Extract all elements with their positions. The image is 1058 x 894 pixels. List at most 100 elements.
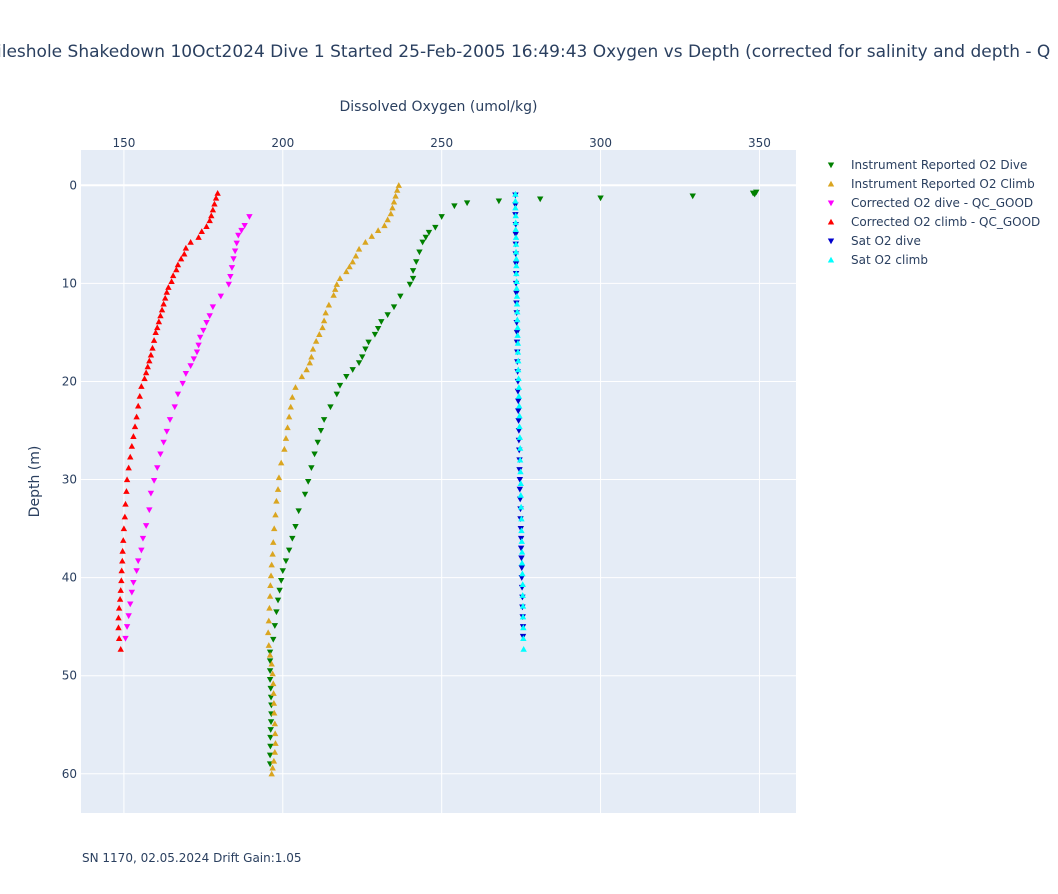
data-point: [266, 668, 274, 674]
data-point: [518, 538, 525, 544]
data-point: [515, 357, 522, 364]
data-point: [378, 319, 385, 325]
data-point: [298, 373, 306, 380]
data-point: [406, 281, 414, 288]
data-point: [384, 216, 391, 223]
data-point: [266, 677, 274, 683]
legend-item[interactable]: Instrument Reported O2 Climb: [827, 177, 1035, 191]
data-point: [206, 313, 213, 319]
data-point: [150, 477, 158, 484]
data-point: [517, 492, 525, 498]
data-point: [515, 392, 523, 399]
legend-item[interactable]: Corrected O2 climb - QC_GOOD: [827, 215, 1040, 229]
legend-label: Sat O2 dive: [851, 234, 921, 248]
data-point: [230, 256, 237, 263]
data-point: [416, 249, 423, 256]
data-point: [157, 312, 164, 319]
data-point: [272, 511, 279, 518]
legend-item[interactable]: Sat O2 dive: [827, 234, 921, 248]
data-point: [516, 476, 524, 483]
data-point: [516, 423, 523, 430]
data-point: [515, 384, 523, 390]
grid-lines: [81, 150, 796, 813]
data-point: [196, 334, 204, 341]
data-point: [516, 467, 523, 473]
data-point: [536, 196, 544, 203]
data-point: [419, 239, 426, 246]
data-point: [169, 272, 177, 279]
data-point: [749, 190, 757, 197]
legend-item[interactable]: Sat O2 climb: [827, 253, 928, 267]
data-point: [147, 351, 155, 358]
data-point: [513, 329, 521, 336]
data-point: [128, 442, 136, 449]
data-point: [295, 508, 302, 515]
data-point: [520, 624, 527, 631]
data-point: [279, 568, 286, 574]
data-point: [198, 228, 205, 234]
data-point: [371, 331, 379, 338]
data-point: [352, 252, 360, 259]
y-tick-label: 60: [62, 767, 77, 781]
data-point: [512, 212, 519, 219]
data-point: [273, 609, 280, 616]
data-point: [517, 468, 524, 475]
plot-area: [81, 150, 796, 813]
data-point: [133, 568, 140, 574]
data-point: [154, 465, 161, 471]
data-point: [139, 535, 147, 542]
data-point: [171, 404, 178, 411]
data-point: [520, 646, 527, 652]
data-point: [276, 587, 283, 594]
data-point: [515, 408, 522, 415]
data-point: [181, 250, 188, 257]
data-point: [241, 222, 248, 229]
y-tick-label: 40: [62, 571, 77, 585]
data-point: [123, 624, 131, 630]
data-point: [267, 734, 274, 741]
legend-item[interactable]: Corrected O2 dive - QC_GOOD: [827, 196, 1033, 210]
data-point: [515, 398, 522, 405]
data-point: [268, 561, 275, 568]
data-point: [517, 535, 525, 542]
data-point: [514, 324, 521, 331]
data-point: [157, 451, 164, 458]
data-point: [320, 417, 328, 423]
data-point: [125, 464, 132, 471]
data-point: [267, 685, 274, 692]
data-point: [116, 595, 124, 602]
data-point: [271, 720, 279, 727]
data-point: [269, 764, 276, 771]
data-point: [267, 719, 275, 725]
data-point: [270, 539, 277, 545]
data-point: [514, 332, 521, 338]
data-point: [117, 587, 124, 593]
data-point: [265, 642, 273, 648]
data-point: [179, 380, 186, 387]
data-point: [138, 383, 145, 389]
x-tick-label: 200: [271, 136, 294, 150]
data-point: [319, 324, 326, 331]
data-point: [168, 278, 175, 284]
data-point: [513, 278, 520, 284]
data-point: [374, 227, 382, 233]
data-point: [289, 393, 296, 400]
legend-marker-icon: [827, 180, 835, 187]
legend-item[interactable]: Instrument Reported O2 Dive: [827, 158, 1028, 172]
data-point: [231, 248, 239, 255]
legend[interactable]: Instrument Reported O2 Dive Instrument Re…: [827, 158, 1040, 267]
data-point: [274, 597, 282, 604]
data-point: [273, 497, 280, 504]
data-point: [228, 265, 236, 271]
data-point: [269, 550, 276, 557]
data-point: [518, 559, 526, 566]
data-point: [513, 285, 520, 291]
data-point: [512, 204, 519, 211]
data-point: [325, 301, 333, 308]
data-point: [309, 345, 317, 352]
data-point: [227, 273, 234, 280]
data-point: [246, 214, 253, 220]
legend-label: Sat O2 climb: [851, 253, 928, 267]
series-3: [115, 189, 221, 652]
data-point: [438, 214, 445, 220]
